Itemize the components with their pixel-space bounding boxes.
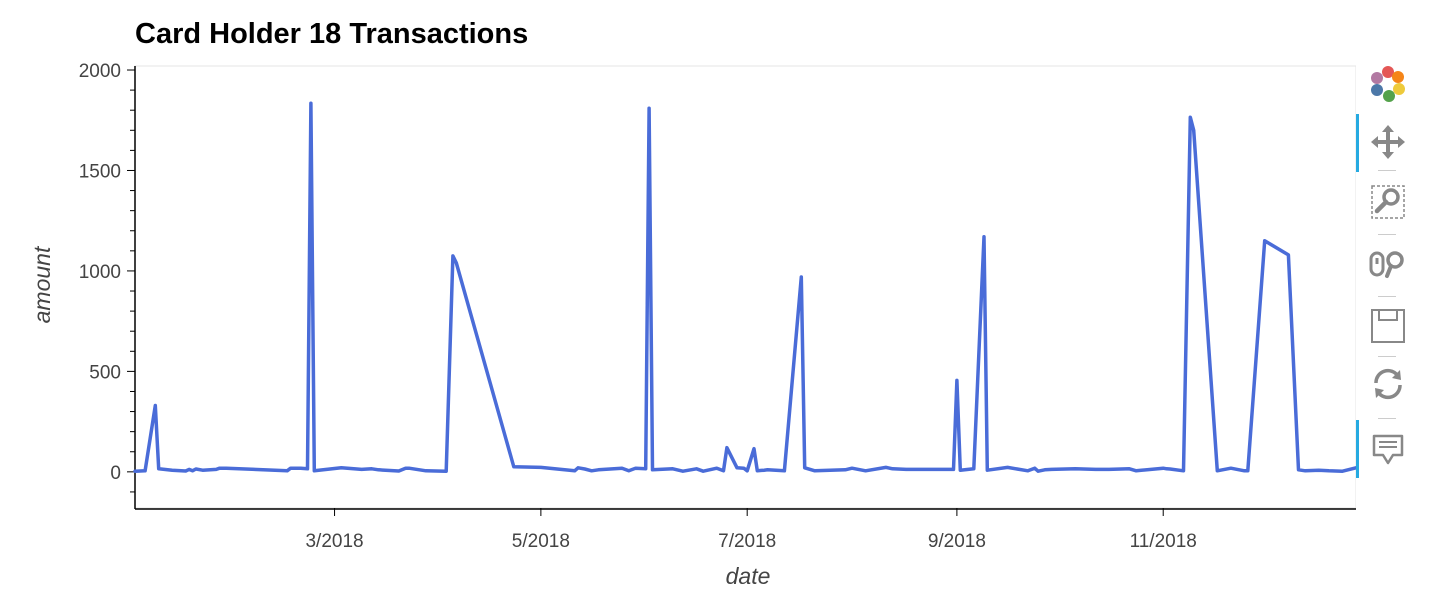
reset-tool-icon[interactable] <box>1368 364 1408 404</box>
hover-active-indicator <box>1356 420 1359 478</box>
x-tick-label: 3/2018 <box>305 531 363 552</box>
chart-plot[interactable]: 0 500 1000 1500 2000 3/2018 5/2018 7/2018 9/201… <box>0 0 1356 606</box>
bokeh-logo-icon[interactable] <box>1368 64 1408 104</box>
toolbar-separator <box>1378 418 1396 419</box>
x-tick-label: 7/2018 <box>718 531 776 552</box>
pan-active-indicator <box>1356 114 1359 172</box>
y-tick-label: 2000 <box>79 61 121 82</box>
hover-tool-icon[interactable] <box>1368 430 1408 470</box>
toolbar-separator <box>1378 296 1396 297</box>
x-tick-label: 9/2018 <box>928 531 986 552</box>
y-axis-ticks: 0 500 1000 1500 2000 <box>79 61 135 493</box>
chart-title: Card Holder 18 Transactions <box>135 18 529 50</box>
toolbar-separator <box>1378 170 1396 171</box>
plot-frame <box>134 65 1356 509</box>
wheel-zoom-tool-icon[interactable] <box>1368 244 1408 284</box>
pan-tool-icon[interactable] <box>1368 122 1408 162</box>
save-tool-icon[interactable] <box>1368 306 1408 346</box>
series-line[interactable] <box>133 101 1356 473</box>
y-tick-label: 1000 <box>79 262 121 283</box>
x-axis-label: date <box>726 563 771 589</box>
y-tick-label: 1500 <box>79 161 121 182</box>
y-tick-label: 0 <box>110 463 121 484</box>
x-axis-ticks: 3/2018 5/2018 7/2018 9/2018 11/2018 <box>305 508 1197 552</box>
box-zoom-tool-icon[interactable] <box>1368 182 1408 222</box>
y-tick-label: 500 <box>89 362 121 383</box>
x-tick-label: 11/2018 <box>1130 531 1197 552</box>
y-axis-label: amount <box>29 245 55 323</box>
x-tick-label: 5/2018 <box>512 531 570 552</box>
toolbar <box>1356 62 1416 482</box>
toolbar-separator <box>1378 356 1396 357</box>
toolbar-separator <box>1378 234 1396 235</box>
